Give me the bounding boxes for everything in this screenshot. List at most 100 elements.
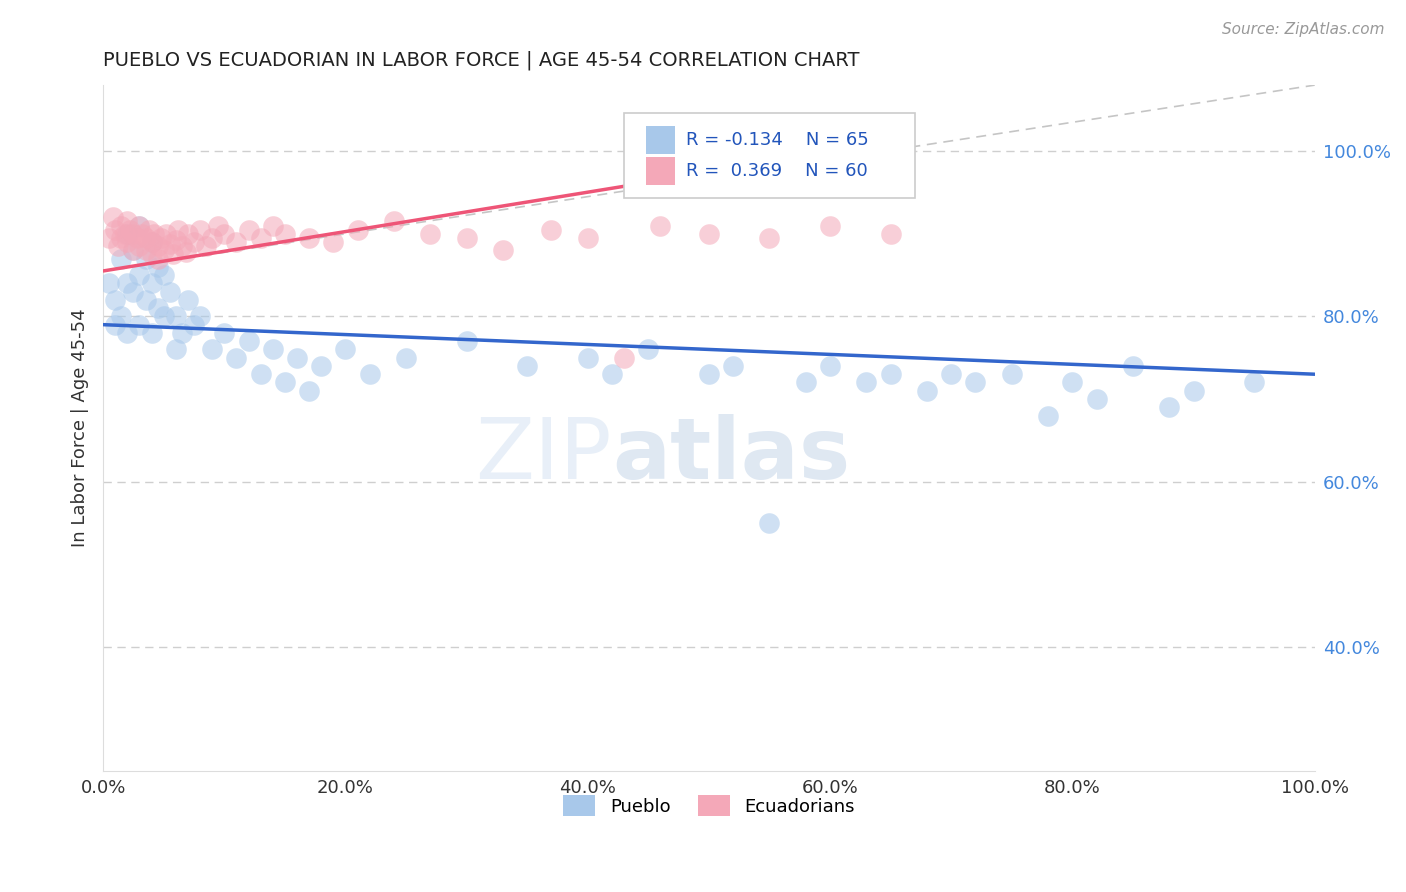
Point [174,244,197,259]
Point [141,326,163,340]
Point [576,231,599,245]
Point [165,310,187,324]
Point [141,235,163,249]
Point [125,231,148,245]
Point [101,211,124,225]
Point [122,244,145,258]
Point [188,222,211,236]
Point [274,227,297,241]
Point [146,260,169,274]
Point [110,252,132,266]
Point [1036,409,1059,423]
Point [165,233,187,247]
Point [456,334,478,348]
Text: atlas: atlas [612,414,851,497]
Point [941,368,963,382]
Point [1062,376,1084,390]
Point [540,222,562,236]
Point [758,231,780,245]
Point [249,231,271,245]
Point [758,516,780,530]
Point [309,359,332,373]
Point [110,219,132,233]
Point [188,310,211,324]
Point [141,277,163,291]
Point [335,343,357,357]
Point [195,239,218,253]
Point [152,244,174,258]
Point [492,244,515,258]
Point [214,326,236,340]
Point [135,293,157,307]
Point [794,376,817,390]
Point [382,214,405,228]
Point [177,227,200,241]
Text: ZIP: ZIP [475,414,612,497]
Point [600,368,623,382]
Point [285,351,308,365]
Point [104,318,127,332]
FancyBboxPatch shape [645,157,675,185]
Point [104,222,127,236]
Point [128,219,150,233]
Point [650,219,672,233]
Y-axis label: In Labor Force | Age 45-54: In Labor Force | Age 45-54 [72,309,89,547]
Point [146,252,169,266]
Point [122,244,145,258]
Point [122,227,145,241]
Point [183,318,205,332]
Point [879,227,901,241]
Point [915,384,938,398]
Point [110,310,132,324]
Point [135,244,157,258]
Point [122,285,145,299]
Point [1159,401,1181,415]
Point [152,310,174,324]
Point [395,351,418,365]
Point [128,239,150,253]
Point [214,227,236,241]
Point [170,239,193,253]
Point [201,231,224,245]
Point [238,222,260,236]
Point [159,236,181,251]
Point [98,277,121,291]
Point [128,318,150,332]
Point [165,343,187,357]
Point [135,252,157,266]
Point [298,231,321,245]
Point [274,376,297,390]
Point [98,231,121,245]
Point [262,343,284,357]
Point [855,376,877,390]
Text: R = -0.134    N = 65: R = -0.134 N = 65 [686,131,869,149]
Point [298,384,321,398]
Point [183,235,205,249]
Text: PUEBLO VS ECUADORIAN IN LABOR FORCE | AGE 45-54 CORRELATION CHART: PUEBLO VS ECUADORIAN IN LABOR FORCE | AG… [103,51,859,70]
Point [177,293,200,307]
Point [167,222,190,236]
Point [225,235,247,249]
Point [516,359,538,373]
Point [117,235,139,249]
Point [162,247,184,261]
Text: R =  0.369    N = 60: R = 0.369 N = 60 [686,161,868,180]
Point [146,239,169,253]
Point [818,359,841,373]
FancyBboxPatch shape [645,127,675,153]
Point [146,301,169,315]
Point [201,343,224,357]
FancyBboxPatch shape [624,112,915,198]
Text: Source: ZipAtlas.com: Source: ZipAtlas.com [1222,22,1385,37]
Point [114,227,136,241]
Point [1085,392,1108,406]
Point [152,268,174,282]
Point [138,222,160,236]
Point [1243,376,1265,390]
Point [818,219,841,233]
Point [262,219,284,233]
Point [1122,359,1144,373]
Point [346,222,368,236]
Point [697,227,720,241]
Point [117,277,139,291]
